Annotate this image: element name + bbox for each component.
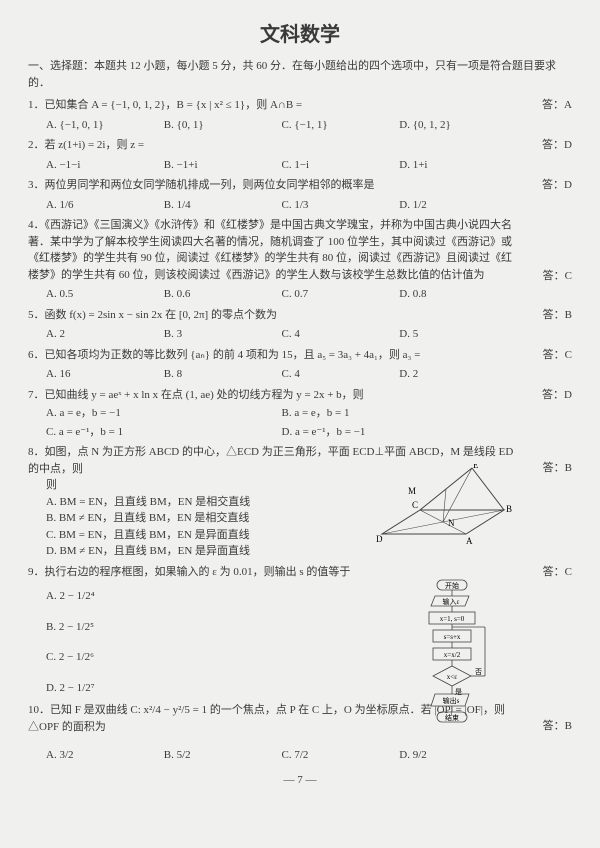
q6-choice-d: D. 2 — [399, 366, 517, 383]
q8-choice-d: D. BM ≠ EN，且直线 BM，EN 是异面直线 — [46, 543, 356, 560]
question-8: 8．如图，点 N 为正方形 ABCD 的中心，△ECD 为正三角形，平面 ECD… — [28, 444, 572, 560]
svg-text:s=s+x: s=s+x — [444, 633, 461, 641]
question-10: 10．已知 F 是双曲线 C: x²/4 − y²/5 = 1 的一个焦点，点 … — [28, 702, 572, 764]
q7-text: 7．已知曲线 y = aeˣ + x ln x 在点 (1, ae) 处的切线方… — [28, 387, 572, 404]
question-1: 1．已知集合 A = {−1, 0, 1, 2}，B = {x | x² ≤ 1… — [28, 97, 572, 133]
q2-choice-b: B. −1+i — [164, 157, 282, 174]
q9-answer: 答：C — [543, 564, 572, 581]
svg-text:否: 否 — [475, 668, 482, 676]
svg-text:N: N — [448, 518, 455, 528]
svg-text:E: E — [473, 464, 479, 470]
svg-text:B: B — [506, 504, 512, 514]
q8-choice-c: C. BM = EN，且直线 BM，EN 是异面直线 — [46, 527, 356, 544]
q2-text: 2．若 z(1+i) = 2i，则 z = — [28, 137, 572, 154]
q4-choice-d: D. 0.8 — [399, 286, 517, 303]
svg-text:A: A — [466, 536, 473, 546]
q10-text: 10．已知 F 是双曲线 C: x²/4 − y²/5 = 1 的一个焦点，点 … — [28, 702, 572, 735]
q7-choice-c: C. a = e⁻¹，b = 1 — [46, 424, 282, 441]
question-9: 9．执行右边的程序框图，如果输入的 ε 为 0.01，则输出 s 的值等于 答：… — [28, 564, 572, 697]
q6-choice-a: A. 16 — [46, 366, 164, 383]
q5-choice-a: A. 2 — [46, 326, 164, 343]
q6-text: 6．已知各项均为正数的等比数列 {aₙ} 的前 4 项和为 15，且 a₅ = … — [28, 347, 572, 364]
geometry-diagram: E M D C N A B — [374, 464, 514, 546]
q6-choice-c: C. 4 — [282, 366, 400, 383]
q3-answer: 答：D — [542, 177, 572, 194]
q3-choice-a: A. 1/6 — [46, 197, 164, 214]
question-6: 6．已知各项均为正数的等比数列 {aₙ} 的前 4 项和为 15，且 a₅ = … — [28, 347, 572, 383]
q10-choice-b: B. 5/2 — [164, 747, 282, 764]
q4-choice-c: C. 0.7 — [282, 286, 400, 303]
q1-choice-a: A. {−1, 0, 1} — [46, 117, 164, 134]
q8-choice-b: B. BM ≠ EN，且直线 BM，EN 是相交直线 — [46, 510, 356, 527]
q2-choice-c: C. 1−i — [282, 157, 400, 174]
svg-text:M: M — [408, 486, 416, 496]
q1-answer: 答：A — [542, 97, 572, 114]
q1-choice-d: D. {0, 1, 2} — [399, 117, 517, 134]
q2-choice-d: D. 1+i — [399, 157, 517, 174]
q8-answer: 答：B — [543, 460, 572, 477]
svg-text:输入ε: 输入ε — [443, 597, 460, 606]
q10-answer: 答：B — [543, 718, 572, 735]
q4-choice-a: A. 0.5 — [46, 286, 164, 303]
q10-choice-d: D. 9/2 — [399, 747, 517, 764]
q7-choice-b: B. a = e，b = 1 — [282, 405, 518, 422]
q10-choice-a: A. 3/2 — [46, 747, 164, 764]
q5-choice-d: D. 5 — [399, 326, 517, 343]
question-2: 2．若 z(1+i) = 2i，则 z = 答：D A. −1−i B. −1+… — [28, 137, 572, 173]
q7-choice-d: D. a = e⁻¹，b = −1 — [282, 424, 518, 441]
q5-choice-c: C. 4 — [282, 326, 400, 343]
question-5: 5．函数 f(x) = 2sin x − sin 2x 在 [0, 2π] 的零… — [28, 307, 572, 343]
q3-choice-d: D. 1/2 — [399, 197, 517, 214]
q1-choice-b: B. {0, 1} — [164, 117, 282, 134]
q7-choice-a: A. a = e，b = −1 — [46, 405, 282, 422]
q10-choice-c: C. 7/2 — [282, 747, 400, 764]
svg-text:D: D — [376, 534, 383, 544]
svg-text:x<ε: x<ε — [447, 673, 457, 681]
q3-choice-b: B. 1/4 — [164, 197, 282, 214]
q3-choice-c: C. 1/3 — [282, 197, 400, 214]
q4-choice-b: B. 0.6 — [164, 286, 282, 303]
q5-choice-b: B. 3 — [164, 326, 282, 343]
q2-answer: 答：D — [542, 137, 572, 154]
q1-choice-c: C. {−1, 1} — [282, 117, 400, 134]
q4-answer: 答：C — [543, 268, 572, 285]
q5-answer: 答：B — [543, 307, 572, 324]
svg-text:x=x/2: x=x/2 — [444, 651, 461, 659]
page-title: 文科数学 — [28, 20, 572, 50]
svg-text:C: C — [412, 500, 418, 510]
question-4: 4．《西游记》《三国演义》《水浒传》和《红楼梦》是中国古典文学瑰宝，并称为中国古… — [28, 217, 572, 303]
q6-answer: 答：C — [543, 347, 572, 364]
question-7: 7．已知曲线 y = aeˣ + x ln x 在点 (1, ae) 处的切线方… — [28, 387, 572, 441]
q4-text: 4．《西游记》《三国演义》《水浒传》和《红楼梦》是中国古典文学瑰宝，并称为中国古… — [28, 217, 572, 283]
q8-choice-a: A. BM = EN，且直线 BM，EN 是相交直线 — [46, 494, 356, 511]
question-3: 3．两位男同学和两位女同学随机排成一列，则两位女同学相邻的概率是 答：D A. … — [28, 177, 572, 213]
section-header: 一、选择题：本题共 12 小题，每小题 5 分，共 60 分．在每小题给出的四个… — [28, 58, 572, 91]
svg-text:开始: 开始 — [445, 581, 459, 590]
q5-text: 5．函数 f(x) = 2sin x − sin 2x 在 [0, 2π] 的零… — [28, 307, 572, 324]
q3-text: 3．两位男同学和两位女同学随机排成一列，则两位女同学相邻的概率是 — [28, 177, 572, 194]
page-number: — 7 — — [28, 772, 572, 789]
svg-text:是: 是 — [455, 688, 462, 696]
q1-text: 1．已知集合 A = {−1, 0, 1, 2}，B = {x | x² ≤ 1… — [28, 97, 572, 114]
q7-answer: 答：D — [542, 387, 572, 404]
svg-text:x=1, s=0: x=1, s=0 — [440, 615, 465, 623]
q2-choice-a: A. −1−i — [46, 157, 164, 174]
q6-choice-b: B. 8 — [164, 366, 282, 383]
